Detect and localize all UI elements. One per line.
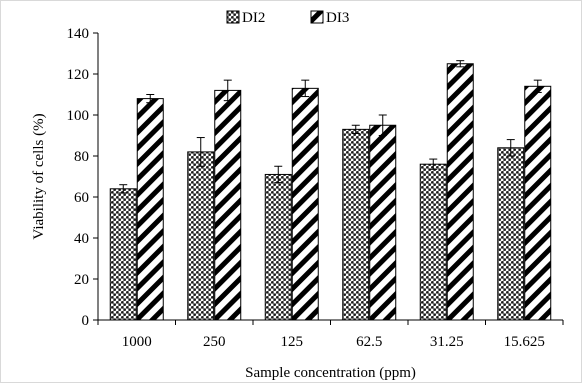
error-bars bbox=[119, 60, 542, 194]
y-tick-label: 20 bbox=[74, 272, 89, 288]
legend-item-di3: DI3 bbox=[310, 10, 349, 26]
bar-di3-125 bbox=[291, 87, 319, 321]
bar-di3-250 bbox=[214, 89, 242, 321]
error-bar-di3-250 bbox=[223, 79, 232, 102]
error-bar-di2-15.625 bbox=[506, 139, 515, 157]
error-bar-di3-125 bbox=[301, 79, 310, 98]
bar-di2-62.5 bbox=[342, 128, 370, 321]
legend-item-di2: DI2 bbox=[226, 10, 265, 26]
error-bar-di3-15.625 bbox=[533, 79, 542, 93]
error-bar-di3-62.5 bbox=[378, 114, 387, 136]
bar-di3-62.5 bbox=[369, 124, 397, 321]
axes bbox=[93, 32, 564, 325]
bars bbox=[109, 63, 552, 321]
bar-di2-31.25 bbox=[419, 163, 447, 321]
bar-di2-1000 bbox=[109, 188, 137, 321]
bar-di3-1000 bbox=[136, 98, 164, 321]
bar-di2-15.625 bbox=[497, 147, 525, 321]
x-tick-label: 250 bbox=[203, 334, 226, 350]
error-bar-di2-1000 bbox=[119, 184, 128, 194]
legend-swatch bbox=[310, 10, 324, 24]
bar-di3-31.25 bbox=[446, 63, 474, 321]
y-tick-label: 120 bbox=[67, 67, 90, 83]
x-tick-label: 31.25 bbox=[430, 334, 464, 350]
legend-swatch bbox=[226, 10, 240, 24]
x-tick-label: 1000 bbox=[122, 334, 152, 350]
y-tick-label: 0 bbox=[82, 313, 90, 329]
x-tick-label: 15.625 bbox=[504, 334, 545, 350]
y-tick-label: 100 bbox=[67, 108, 90, 124]
x-axis-title: Sample concentration (ppm) bbox=[245, 365, 416, 381]
error-bar-di2-250 bbox=[196, 137, 205, 167]
error-bar-di3-1000 bbox=[146, 94, 155, 104]
legend: DI2 DI3 bbox=[226, 10, 349, 26]
legend-label: DI3 bbox=[326, 10, 349, 26]
bar-di2-250 bbox=[187, 151, 215, 321]
y-tick-label: 40 bbox=[74, 231, 89, 247]
y-axis-title: Viability of cells (%) bbox=[31, 113, 47, 239]
error-bar-di2-62.5 bbox=[351, 124, 360, 134]
error-bar-di2-125 bbox=[274, 165, 283, 184]
y-tick-label: 140 bbox=[67, 26, 90, 42]
legend-label: DI2 bbox=[242, 10, 265, 26]
x-tick-label: 125 bbox=[281, 334, 304, 350]
error-bar-di2-31.25 bbox=[429, 158, 438, 170]
tick-labels: 0 20 40 60 80 100 120 140 1000 250 125 62.5 31.25 15.… bbox=[67, 26, 545, 350]
bar-di3-15.625 bbox=[524, 85, 552, 321]
bar-di2-125 bbox=[264, 173, 292, 321]
error-bar-di3-31.25 bbox=[456, 60, 465, 68]
y-tick-label: 60 bbox=[74, 190, 89, 206]
y-tick-label: 80 bbox=[74, 149, 89, 165]
x-tick-label: 62.5 bbox=[356, 334, 382, 350]
